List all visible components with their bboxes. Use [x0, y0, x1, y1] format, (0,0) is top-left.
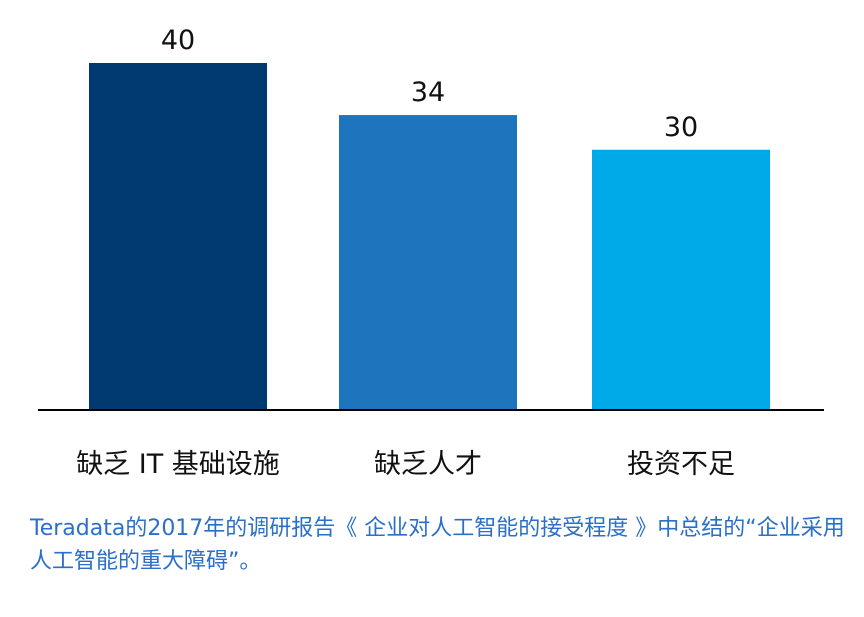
chart-caption: Teradata的2017年的调研报告《 企业对人工智能的接受程度 》中总结的“…: [30, 516, 845, 574]
bar-1: [89, 63, 267, 410]
bar-chart: 40 34 30 缺乏 IT 基础设施 缺乏人才 投资不足: [38, 25, 824, 480]
bar-2: [339, 115, 517, 411]
bars-group: [89, 63, 770, 411]
bar-3: [592, 149, 770, 410]
category-label-2: 缺乏人才: [374, 449, 482, 480]
value-label-2: 34: [411, 77, 445, 108]
value-label-1: 40: [161, 25, 195, 56]
category-labels-group: 缺乏 IT 基础设施 缺乏人才 投资不足: [76, 449, 735, 480]
category-label-3: 投资不足: [627, 449, 735, 480]
value-labels-group: 40 34 30: [161, 25, 698, 143]
category-label-1: 缺乏 IT 基础设施: [76, 449, 280, 480]
value-label-3: 30: [664, 112, 698, 143]
